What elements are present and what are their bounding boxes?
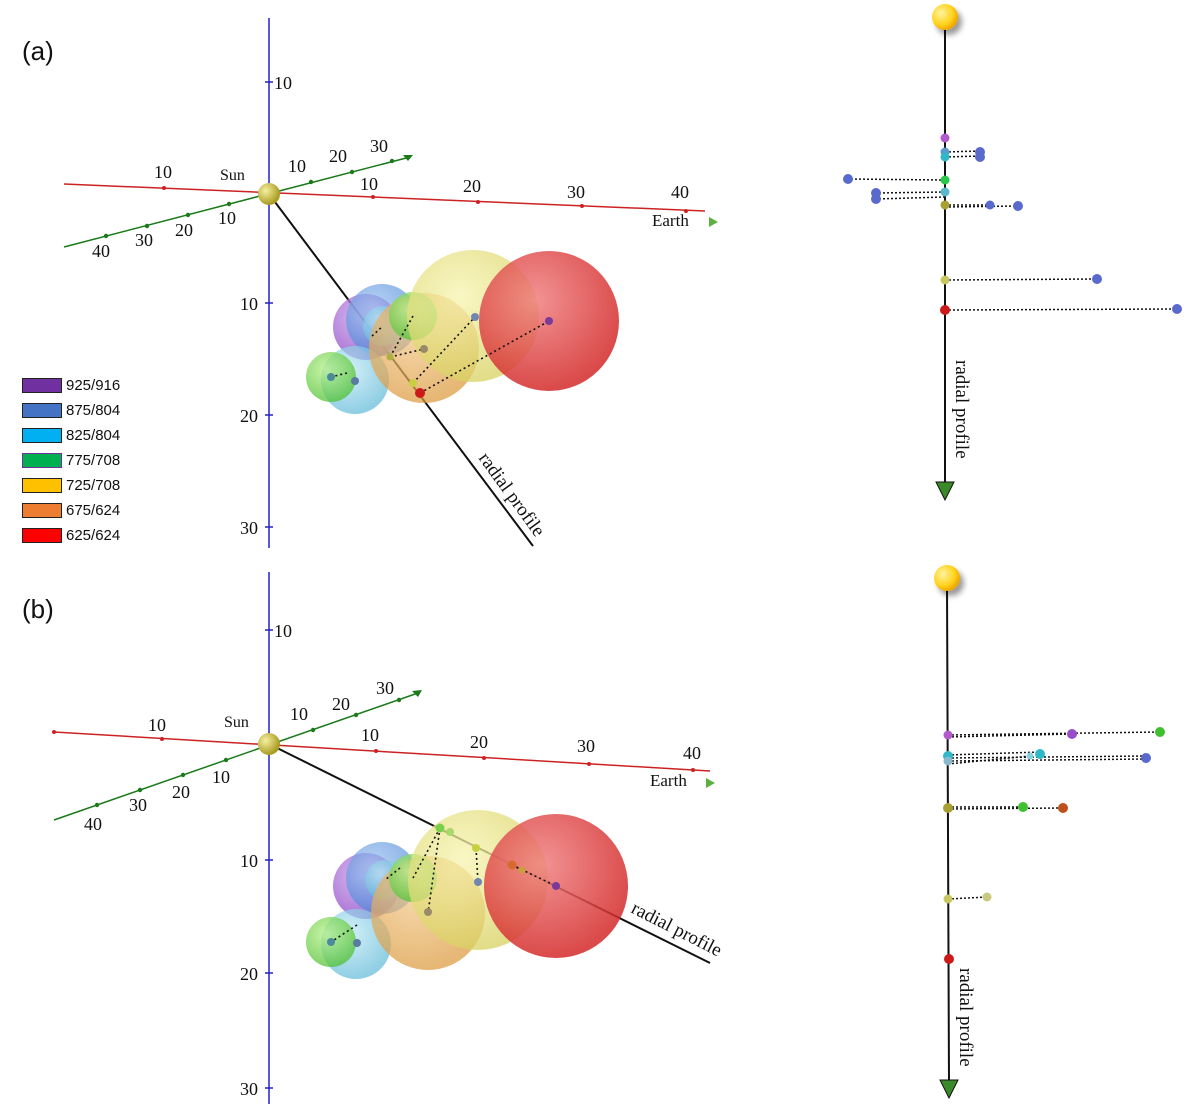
panel-a-projection-dots xyxy=(330,315,550,394)
side-b-arrow-head xyxy=(939,1079,959,1100)
panel-a-label: (a) xyxy=(22,36,54,66)
panel-a-red-ticks xyxy=(162,186,688,213)
panel-b-center-dots xyxy=(327,823,560,947)
panel-a-rtick-40: 40 xyxy=(671,182,689,202)
panel-a-vtick-30: 30 xyxy=(240,518,258,538)
legend-swatch xyxy=(22,428,62,443)
side-view-b: radial profile xyxy=(934,565,1165,1100)
panel-a-gtick-20-far: 20 xyxy=(175,220,193,240)
legend-label: 875/804 xyxy=(66,402,121,419)
panel-b-vertical-ticks xyxy=(265,629,273,1089)
panel-a-gtick-40-far: 40 xyxy=(92,241,110,261)
panel-b-gtick-30-far: 30 xyxy=(129,795,147,815)
legend-label: 825/804 xyxy=(66,427,121,444)
panel-b-green-axis xyxy=(53,692,419,821)
panel-a-vtick-10-up: 10 xyxy=(274,73,292,93)
panel-b-vtick-10-up: 10 xyxy=(274,621,292,641)
legend-swatch xyxy=(22,478,62,493)
panel-a-center-dots xyxy=(327,313,553,398)
panel-a-vertical-ticks xyxy=(265,81,273,528)
panel-a-sun-label: Sun xyxy=(220,167,245,184)
panel-a-green-ticks xyxy=(103,158,395,239)
panel-a-rtick-10: 10 xyxy=(360,174,378,194)
legend-swatch xyxy=(22,453,62,468)
legend-item: 725/708 xyxy=(22,473,120,498)
panel-b-red-ticks xyxy=(52,730,695,772)
legend-item: 775/708 xyxy=(22,448,120,473)
panel-b-sun xyxy=(258,733,280,755)
panel-a-rtick-30: 30 xyxy=(567,182,585,202)
side-b-sun xyxy=(934,565,960,591)
panel-a-red-axis xyxy=(63,183,706,212)
side-a-radial-label: radial profile xyxy=(951,360,972,459)
panel-a-sun xyxy=(258,183,280,205)
panel-b-rtick-20: 20 xyxy=(470,732,488,752)
legend-item: 825/804 xyxy=(22,423,120,448)
panel-b-earth-arrow xyxy=(706,778,715,788)
panel-a-rtick-20: 20 xyxy=(463,176,481,196)
side-view-a: radial profile xyxy=(843,4,1182,502)
panel-a-gtick-10-far: 10 xyxy=(218,208,236,228)
legend-swatch xyxy=(22,378,62,393)
side-a-arrow-head xyxy=(935,481,955,502)
panel-a-vtick-10: 10 xyxy=(240,294,258,314)
legend-item: 875/804 xyxy=(22,398,120,423)
panel-a-earth-label: Earth xyxy=(652,211,689,230)
panel-b-vtick-20: 20 xyxy=(240,964,258,984)
panel-b-green-arrow xyxy=(412,690,422,697)
panel-b-rtick-30: 30 xyxy=(577,736,595,756)
legend-label: 625/624 xyxy=(66,527,121,544)
panel-a-cme-spheres xyxy=(306,250,619,414)
legend-swatch xyxy=(22,403,62,418)
panel-a-radial-label: radial profile xyxy=(474,449,549,541)
panel-b-green-ticks xyxy=(94,697,402,808)
panel-a-rtick-10-left: 10 xyxy=(154,162,172,182)
legend-item: 925/916 xyxy=(22,373,120,398)
panel-b-gtick-40-far: 40 xyxy=(84,814,102,834)
panel-b-vtick-10: 10 xyxy=(240,851,258,871)
panel-b-gtick-10-near: 10 xyxy=(290,704,308,724)
panel-b-earth-label: Earth xyxy=(650,771,687,790)
panel-b-red-axis xyxy=(53,731,711,772)
panel-a-green-arrow xyxy=(403,155,413,161)
panel-a-gtick-30-far: 30 xyxy=(135,230,153,250)
legend-item: 625/624 xyxy=(22,523,120,548)
panel-a-gtick-20-near: 20 xyxy=(329,146,347,166)
legend-label: 775/708 xyxy=(66,452,121,469)
side-b-radial-line xyxy=(946,584,950,1084)
legend-swatch xyxy=(22,503,62,518)
panel-b-sun-label: Sun xyxy=(224,714,249,731)
panel-a-vtick-20: 20 xyxy=(240,406,258,426)
legend-label: 675/624 xyxy=(66,502,121,519)
side-b-radial-label: radial profile xyxy=(955,968,976,1067)
legend-label: 725/708 xyxy=(66,477,121,494)
legend-item: 675/624 xyxy=(22,498,120,523)
legend: 925/916 875/804 825/804 775/708 725/708 … xyxy=(22,373,120,548)
legend-label: 925/916 xyxy=(66,377,121,394)
panel-a-gtick-30-near: 30 xyxy=(370,136,388,156)
legend-swatch xyxy=(22,528,62,543)
panel-b-gtick-20-far: 20 xyxy=(172,782,190,802)
panel-b-rtick-10-left: 10 xyxy=(148,715,166,735)
panel-b-vtick-30: 30 xyxy=(240,1079,258,1099)
panel-b-gtick-30-near: 30 xyxy=(376,678,394,698)
panel-b-cme-spheres xyxy=(306,810,628,979)
panel-b-rtick-40: 40 xyxy=(683,743,701,763)
panel-b-gtick-20-near: 20 xyxy=(332,694,350,714)
panel-a-earth-arrow xyxy=(709,217,718,227)
panel-a-gtick-10-near: 10 xyxy=(288,156,306,176)
panel-b-gtick-10-far: 10 xyxy=(212,767,230,787)
panel-b-rtick-10: 10 xyxy=(361,725,379,745)
panel-b-label: (b) xyxy=(22,594,54,624)
side-a-sun xyxy=(932,4,958,30)
